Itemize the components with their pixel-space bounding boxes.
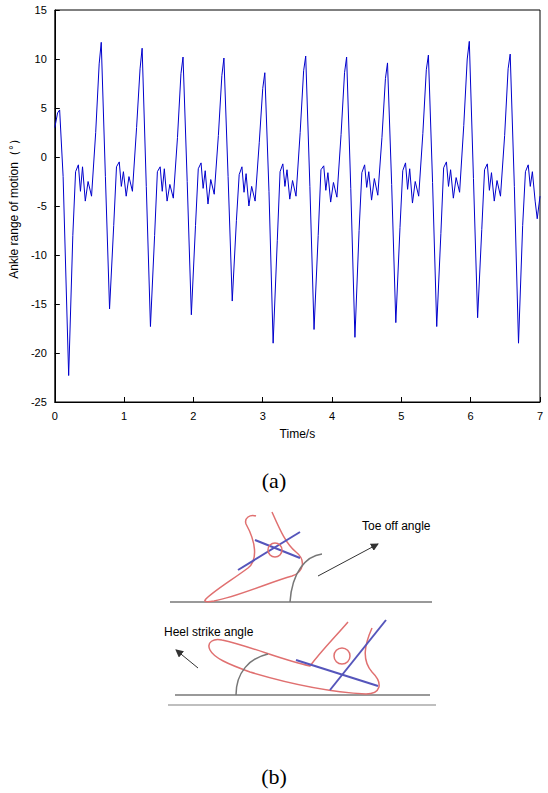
svg-text:0: 0 bbox=[52, 410, 58, 422]
svg-text:3: 3 bbox=[260, 410, 266, 422]
svg-text:-15: -15 bbox=[31, 298, 47, 310]
svg-text:15: 15 bbox=[35, 4, 47, 16]
svg-text:Heel strike angle: Heel strike angle bbox=[164, 625, 254, 639]
svg-text:(a): (a) bbox=[262, 468, 286, 493]
svg-text:(b): (b) bbox=[261, 764, 287, 789]
svg-text:-25: -25 bbox=[31, 396, 47, 408]
svg-text:Time/s: Time/s bbox=[280, 427, 316, 441]
svg-text:10: 10 bbox=[35, 53, 47, 65]
svg-text:6: 6 bbox=[468, 410, 474, 422]
svg-text:-20: -20 bbox=[31, 347, 47, 359]
svg-text:5: 5 bbox=[41, 102, 47, 114]
svg-text:5: 5 bbox=[398, 410, 404, 422]
svg-text:4: 4 bbox=[329, 410, 335, 422]
svg-text:0: 0 bbox=[41, 151, 47, 163]
svg-text:2: 2 bbox=[190, 410, 196, 422]
svg-text:7: 7 bbox=[537, 410, 543, 422]
svg-text:-10: -10 bbox=[31, 249, 47, 261]
svg-text:-5: -5 bbox=[37, 200, 47, 212]
svg-text:1: 1 bbox=[121, 410, 127, 422]
svg-text:Toe off angle: Toe off angle bbox=[362, 519, 431, 533]
svg-text:Ankle range of motion（°）: Ankle range of motion（°） bbox=[7, 133, 21, 279]
